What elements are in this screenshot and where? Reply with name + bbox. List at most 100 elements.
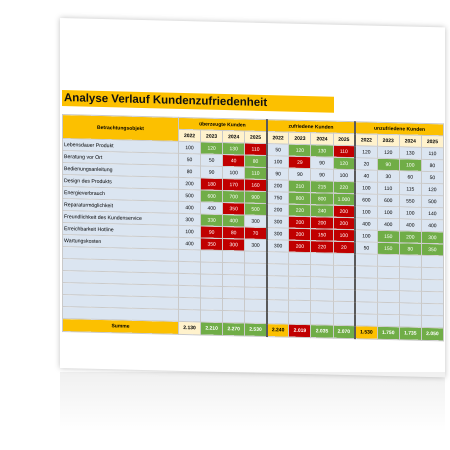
table-cell: 100 [333,229,356,242]
table-cell: 90 [310,168,334,182]
year-header: 2024 [310,132,334,146]
table-cell: 215 [310,180,334,194]
sum-cell: 1.750 [377,326,400,340]
table-cell: 100 [222,166,245,180]
table-cell: 600 [200,189,223,203]
table-cell: 300 [266,215,289,229]
table-cell: 300 [421,231,444,244]
table-cell: 200 [288,240,311,253]
table-cell: 80 [178,165,201,178]
table-cell: 100 [355,181,378,195]
table-cell: 110 [333,145,356,158]
table-cell: 20 [355,157,378,171]
table-cell: 120 [200,141,223,155]
table-cell: 130 [222,142,245,156]
table-cell: 50 [421,171,444,184]
sheet-title: Analyse Verlauf Kundenzufriedenheit [62,90,334,113]
table-cell: 800 [288,192,311,205]
table-cell: 40 [355,169,378,183]
sum-cell: 2.070 [333,325,356,339]
table-cell: 90 [200,165,223,179]
table-cell: 80 [399,242,422,256]
table-cell: 100 [399,158,422,172]
table-cell: 800 [310,192,334,206]
year-header: 2023 [200,129,223,143]
sum-cell: 2.210 [200,321,223,336]
table-cell: 550 [399,194,422,208]
table-cell: 200 [399,230,422,244]
page-reflection [60,372,445,432]
table-cell: 80 [222,226,245,240]
year-header: 2022 [355,133,378,147]
sum-label: Summe [62,318,179,335]
sum-cell: 2.240 [266,323,289,338]
table-cell: 500 [178,189,201,202]
table-cell: 80 [421,159,444,172]
year-header: 2025 [421,135,444,148]
table-cell: 50 [200,153,223,167]
table-cell: 220 [333,181,356,194]
table-cell: 350 [222,202,245,216]
table-cell: 90 [266,167,289,181]
table-cell: 400 [377,218,400,231]
table-cell: 180 [200,177,223,191]
table-cell: 100 [178,141,201,154]
table-cell: 40 [222,154,245,168]
table-cell: 220 [310,240,334,254]
table-cell: 50 [355,241,378,255]
table-cell: 100 [377,206,400,219]
table-cell: 200 [333,205,356,218]
table-cell: 400 [421,219,444,232]
table-cell: 400 [399,218,422,232]
table-cell: 300 [266,239,289,253]
table-cell: 400 [178,201,201,214]
table-cell: 600 [355,193,378,207]
table-cell: 200 [288,228,311,241]
sum-cell: 2.130 [178,321,201,335]
satisfaction-table: Betrachtungsobjekt überzeugte Kunden zuf… [62,114,444,341]
table-cell: 350 [200,237,223,251]
table-cell: 110 [421,147,444,160]
table-cell: 140 [421,207,444,220]
table-cell: 330 [200,213,223,227]
table-cell: 50 [266,143,289,157]
table-cell: 240 [310,204,334,218]
table-cell: 400 [222,214,245,228]
table-cell: 20 [333,241,356,254]
table-cell: 200 [266,203,289,217]
table-cell: 500 [421,195,444,208]
table-cell: 400 [355,217,378,231]
table-cell: 120 [377,146,400,159]
table-cell: 300 [222,238,245,252]
table-cell: 200 [310,216,334,230]
year-header: 2023 [288,132,311,145]
sum-cell: 2.530 [244,323,267,337]
table-cell: 200 [178,177,201,190]
table-cell: 160 [244,179,267,192]
table-cell: 115 [399,182,422,196]
table-cell: 29 [288,156,311,169]
table-cell: 150 [377,242,400,255]
table-cell: 750 [266,191,289,205]
table-cell: 220 [288,204,311,217]
table-cell: 300 [244,215,267,228]
label-header: Betrachtungsobjekt [62,114,179,142]
year-header: 2025 [244,131,267,144]
table-cell: 170 [222,178,245,192]
table-cell: 210 [288,180,311,193]
sum-cell: 1.735 [399,326,422,341]
sum-cell: 2.050 [421,327,444,341]
table-cell: 400 [178,237,201,250]
table-cell: 100 [333,169,356,182]
table-cell: 300 [266,227,289,241]
table-cell: 120 [355,145,378,159]
table-cell: 120 [333,157,356,170]
table-cell: 350 [421,243,444,256]
year-header: 2024 [222,130,245,144]
sum-cell: 2.019 [288,324,311,338]
sum-cell: 2.035 [310,324,334,339]
table-cell: 110 [377,182,400,195]
table-cell: 300 [244,239,267,252]
table-cell: 130 [399,146,422,160]
table-cell: 600 [377,194,400,207]
